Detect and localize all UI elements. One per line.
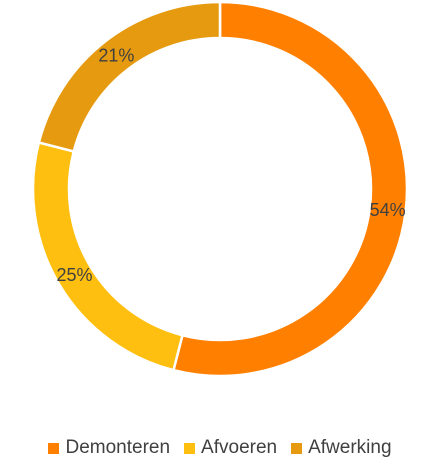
legend-label-demonteren: Demonteren [65,437,171,458]
legend-swatch-afvoeren [184,442,196,454]
donut-chart: 54% 25% 21% [31,0,409,378]
data-label-demonteren: 54% [370,200,406,220]
legend-label-afvoeren: Afvoeren [201,437,278,458]
data-label-afvoeren: 25% [57,265,93,285]
legend: Demonteren Afvoeren Afwerking [0,437,440,459]
legend-item-demonteren: Demonteren [48,437,170,459]
slice-demonteren [171,0,409,378]
slice-afvoeren [31,140,184,372]
data-label-afwerking: 21% [98,45,134,65]
legend-swatch-afwerking [291,442,303,454]
legend-swatch-demonteren [48,442,60,454]
legend-item-afvoeren: Afvoeren [184,437,277,459]
slice-afwerking [37,0,222,153]
legend-label-afwerking: Afwerking [308,437,392,458]
legend-item-afwerking: Afwerking [291,437,392,459]
